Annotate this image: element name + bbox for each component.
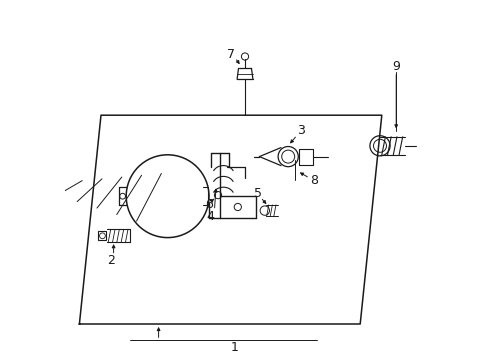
Text: 6: 6 — [205, 198, 213, 211]
Text: 2: 2 — [107, 255, 115, 267]
Text: 7: 7 — [227, 48, 235, 61]
Text: 5: 5 — [254, 187, 262, 200]
Text: 9: 9 — [392, 60, 400, 73]
Text: 4: 4 — [207, 210, 215, 222]
Text: 3: 3 — [297, 124, 305, 137]
Bar — [98, 231, 106, 240]
Text: 1: 1 — [230, 341, 238, 354]
Text: 8: 8 — [310, 174, 318, 186]
